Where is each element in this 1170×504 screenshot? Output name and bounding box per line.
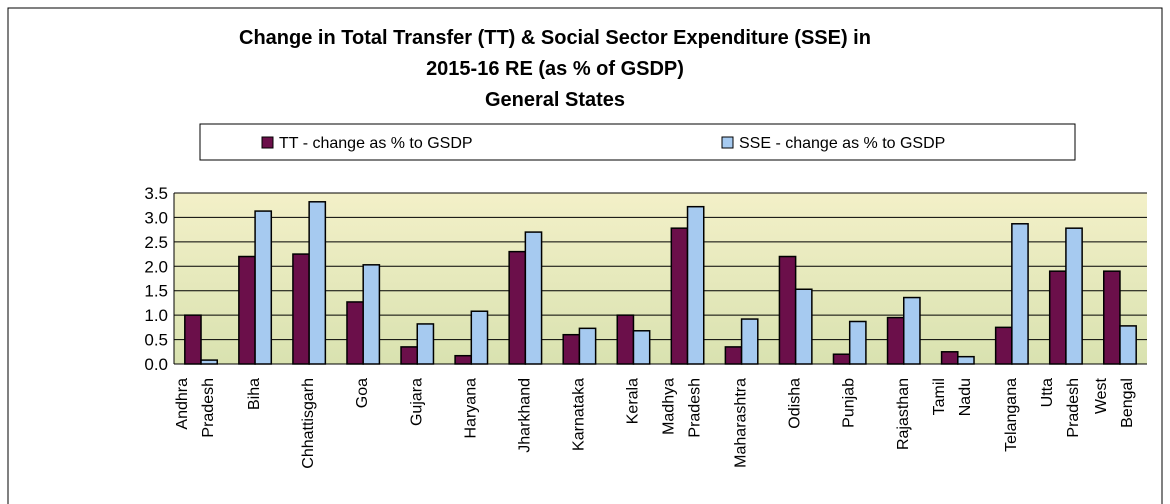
x-tick-label: Punjab <box>841 378 858 428</box>
x-tick-label: Telangana <box>1003 378 1020 452</box>
bar <box>632 330 651 365</box>
x-tick-label-line: Andhra <box>174 378 191 430</box>
x-tick-label: Kerala <box>624 378 641 424</box>
y-tick-label: 3.0 <box>144 208 168 227</box>
legend-label: SSE - change as % to GSDP <box>739 135 945 152</box>
x-tick-label: Goa <box>354 378 371 408</box>
x-tick-label: West Bengal <box>1093 377 1136 427</box>
x-tick-label-line: Pradesh <box>687 378 704 438</box>
chart-title: 2015-16 RE (as % of GSDP) <box>426 58 684 80</box>
bar <box>1103 270 1121 365</box>
bar <box>200 359 218 365</box>
x-tick-label: Chhattisgarh <box>300 378 317 469</box>
x-tick-label-line: Madhya <box>661 378 678 435</box>
bar <box>238 255 256 365</box>
bar <box>578 327 597 365</box>
bar <box>670 227 689 365</box>
x-tick-label: Odisha <box>787 378 804 429</box>
x-tick-label-line: Pradesh <box>1065 378 1082 438</box>
x-tick-label: Haryana <box>462 378 479 439</box>
bar <box>616 314 635 365</box>
x-tick-label-line: Bengal <box>1119 378 1136 428</box>
x-tick-label-line: Utta <box>1039 378 1056 407</box>
bar <box>957 355 975 365</box>
y-tick-label: 3.5 <box>144 184 168 203</box>
bar <box>794 288 813 365</box>
x-tick-label: Rajasthan <box>895 378 912 450</box>
y-tick-label: 1.5 <box>144 282 168 301</box>
x-tick-label-line: Pradesh <box>200 378 217 438</box>
bar <box>940 351 959 365</box>
bar <box>1119 325 1137 365</box>
bar <box>254 210 273 365</box>
x-tick-label: Maharashtra <box>733 378 750 468</box>
bar <box>508 250 527 365</box>
x-tick-label-line: Tamil <box>931 378 948 415</box>
legend-swatch <box>721 136 734 149</box>
legend-swatch <box>261 136 274 149</box>
bar <box>886 316 905 365</box>
bar <box>724 346 743 365</box>
bar <box>832 353 851 365</box>
x-tick-label: Utta Pradesh <box>1039 378 1082 438</box>
y-tick-label: 0.0 <box>144 355 168 374</box>
x-tick-label: Karnataka <box>570 378 587 451</box>
bar <box>308 201 327 365</box>
x-tick-label: Madhya Pradesh <box>661 378 704 438</box>
x-tick-label: Jharkhand <box>516 378 533 453</box>
bar <box>292 253 310 365</box>
bar <box>562 333 581 365</box>
bar <box>362 264 381 365</box>
x-tick-label: Gujara <box>408 378 425 426</box>
bar <box>848 320 867 365</box>
y-tick-label: 0.5 <box>144 331 168 350</box>
legend-box <box>199 123 1076 161</box>
x-tick-label: Biha <box>246 378 263 410</box>
bar <box>524 231 543 365</box>
bar <box>400 346 418 365</box>
chart-title: General States <box>485 89 625 111</box>
legend-label: TT - change as % to GSDP <box>279 135 473 152</box>
x-tick-label: Tamil Nadu <box>931 378 974 416</box>
bar <box>1065 227 1083 365</box>
bar <box>740 318 759 365</box>
y-tick-label: 1.0 <box>144 306 168 325</box>
y-tick-label: 2.5 <box>144 233 168 252</box>
bar <box>454 354 473 365</box>
bar <box>346 301 364 365</box>
bar <box>1048 270 1067 365</box>
bar <box>184 314 202 365</box>
bar <box>778 255 797 365</box>
y-tick-label: 2.0 <box>144 257 168 276</box>
x-tick-label-line: Nadu <box>957 378 974 416</box>
x-tick-label: Andhra Pradesh <box>174 378 217 438</box>
plot-area <box>174 193 1147 364</box>
bar <box>1011 223 1029 365</box>
bar <box>416 323 435 365</box>
x-tick-label-line: West <box>1093 377 1110 414</box>
bar <box>470 310 489 365</box>
bar <box>686 205 705 365</box>
bar <box>994 326 1013 365</box>
chart-title: Change in Total Transfer (TT) & Social S… <box>239 27 871 49</box>
bar <box>903 296 921 365</box>
